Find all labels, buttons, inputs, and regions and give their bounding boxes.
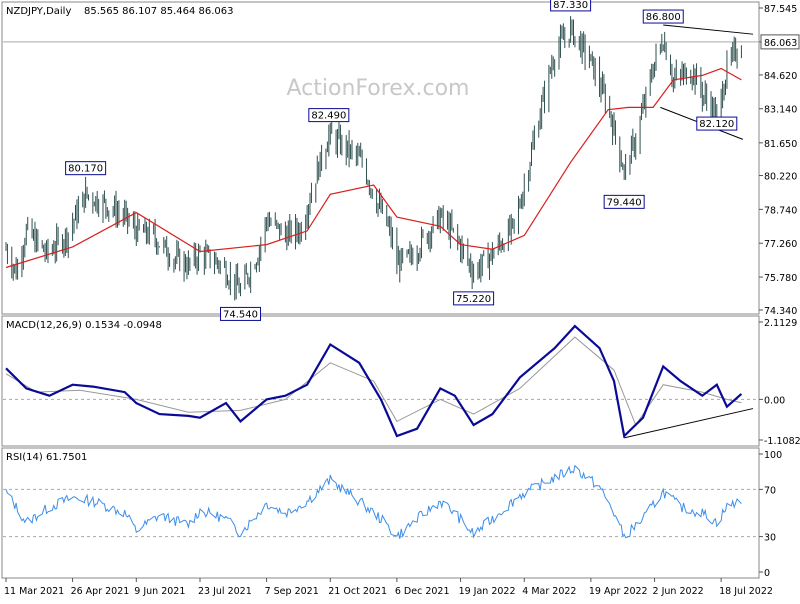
rsi-y-tick-label: 30 bbox=[764, 533, 776, 544]
macd-signal-line bbox=[5, 336, 742, 427]
price-y-tick-label: 80.220 bbox=[764, 172, 797, 183]
price-annotation-box bbox=[642, 9, 684, 24]
x-tick-label: 11 Mar 2021 bbox=[4, 586, 64, 597]
macd-title: MACD(12,26,9) 0.1534 -0.0948 bbox=[6, 320, 162, 331]
price-annotation-label: 79.440 bbox=[607, 197, 642, 208]
rsi-panel bbox=[1, 447, 760, 579]
macd-line bbox=[5, 324, 743, 439]
price-annotation-box bbox=[220, 306, 262, 321]
price-y-tick-label: 77.260 bbox=[764, 239, 797, 250]
x-tick-label: 23 Jul 2021 bbox=[198, 586, 252, 597]
price-panel bbox=[1, 1, 760, 315]
macd-trendline bbox=[624, 408, 754, 439]
price-annotation-box bbox=[603, 194, 645, 209]
price-y-tick-label: 84.620 bbox=[764, 71, 797, 82]
x-tick-label: 19 Jan 2022 bbox=[459, 586, 516, 597]
ohlc-label: 85.565 86.107 85.464 86.063 bbox=[84, 6, 234, 17]
rsi-y-tick-label: 0 bbox=[764, 568, 770, 579]
rsi-y-tick-label: 70 bbox=[764, 485, 776, 496]
current-price-box bbox=[760, 34, 800, 50]
macd-y-tick-label: -1.1082 bbox=[764, 436, 800, 447]
price-y-tick-label: 83.140 bbox=[764, 105, 797, 116]
x-tick-label: 18 Jul 2022 bbox=[719, 586, 773, 597]
price-annotation-label: 86.800 bbox=[646, 12, 681, 23]
price-layer: 80.170 74.540 82.490 75.220 87.330 79.440 86.8… bbox=[3, 0, 758, 321]
price-annotation-label: 82.490 bbox=[311, 111, 346, 122]
price-trendline bbox=[663, 24, 754, 35]
macd-layer bbox=[3, 324, 758, 439]
price-y-tick-label: 86.063 bbox=[764, 38, 797, 49]
rsi-line bbox=[5, 464, 742, 539]
x-tick-label: 19 Apr 2022 bbox=[589, 586, 648, 597]
price-annotation-label: 82.120 bbox=[699, 119, 734, 130]
x-tick-label: 4 Mar 2022 bbox=[522, 586, 576, 597]
price-annotation-label: 87.330 bbox=[553, 0, 588, 11]
price-annotation-label: 74.540 bbox=[223, 309, 258, 320]
price-annotation-box bbox=[308, 108, 350, 123]
price-annotation-box bbox=[550, 0, 592, 12]
x-tick-label: 26 Apr 2021 bbox=[71, 586, 130, 597]
x-tick-label: 6 Dec 2021 bbox=[395, 586, 450, 597]
price-y-tick-label: 87.545 bbox=[764, 4, 797, 15]
rsi-y-tick-label: 100 bbox=[764, 450, 782, 461]
x-tick-label: 21 Oct 2021 bbox=[328, 586, 387, 597]
price-y-tick-label: 81.650 bbox=[764, 139, 797, 150]
macd-panel bbox=[1, 315, 760, 447]
price-y-tick-label: 75.780 bbox=[764, 273, 797, 284]
macd-y-tick-label: 2.1129 bbox=[764, 318, 797, 329]
price-annotation-box bbox=[65, 161, 107, 176]
symbol-label: NZDJPY,Daily bbox=[6, 6, 71, 17]
macd-y-tick-label: 0.00 bbox=[764, 395, 785, 406]
price-y-tick-label: 78.740 bbox=[764, 205, 797, 216]
price-annotation-label: 75.220 bbox=[456, 294, 491, 305]
price-annotation-label: 80.170 bbox=[68, 164, 103, 175]
price-y-tick-label: 74.340 bbox=[764, 306, 797, 317]
price-annotation-box bbox=[696, 116, 738, 131]
axes-layer: 87.545 86.063 84.620 83.140 81.650 80.220 78.7… bbox=[4, 4, 800, 597]
watermark: ActionForex.com bbox=[287, 76, 470, 101]
rsi-title: RSI(14) 61.7501 bbox=[6, 452, 87, 463]
rsi-layer bbox=[3, 464, 758, 539]
moving-average-line bbox=[5, 67, 742, 269]
x-tick-label: 9 Jun 2021 bbox=[134, 586, 185, 597]
x-tick-label: 7 Sep 2021 bbox=[265, 586, 319, 597]
x-tick-label: 2 Jun 2022 bbox=[653, 586, 704, 597]
price-annotation-box bbox=[453, 291, 495, 306]
